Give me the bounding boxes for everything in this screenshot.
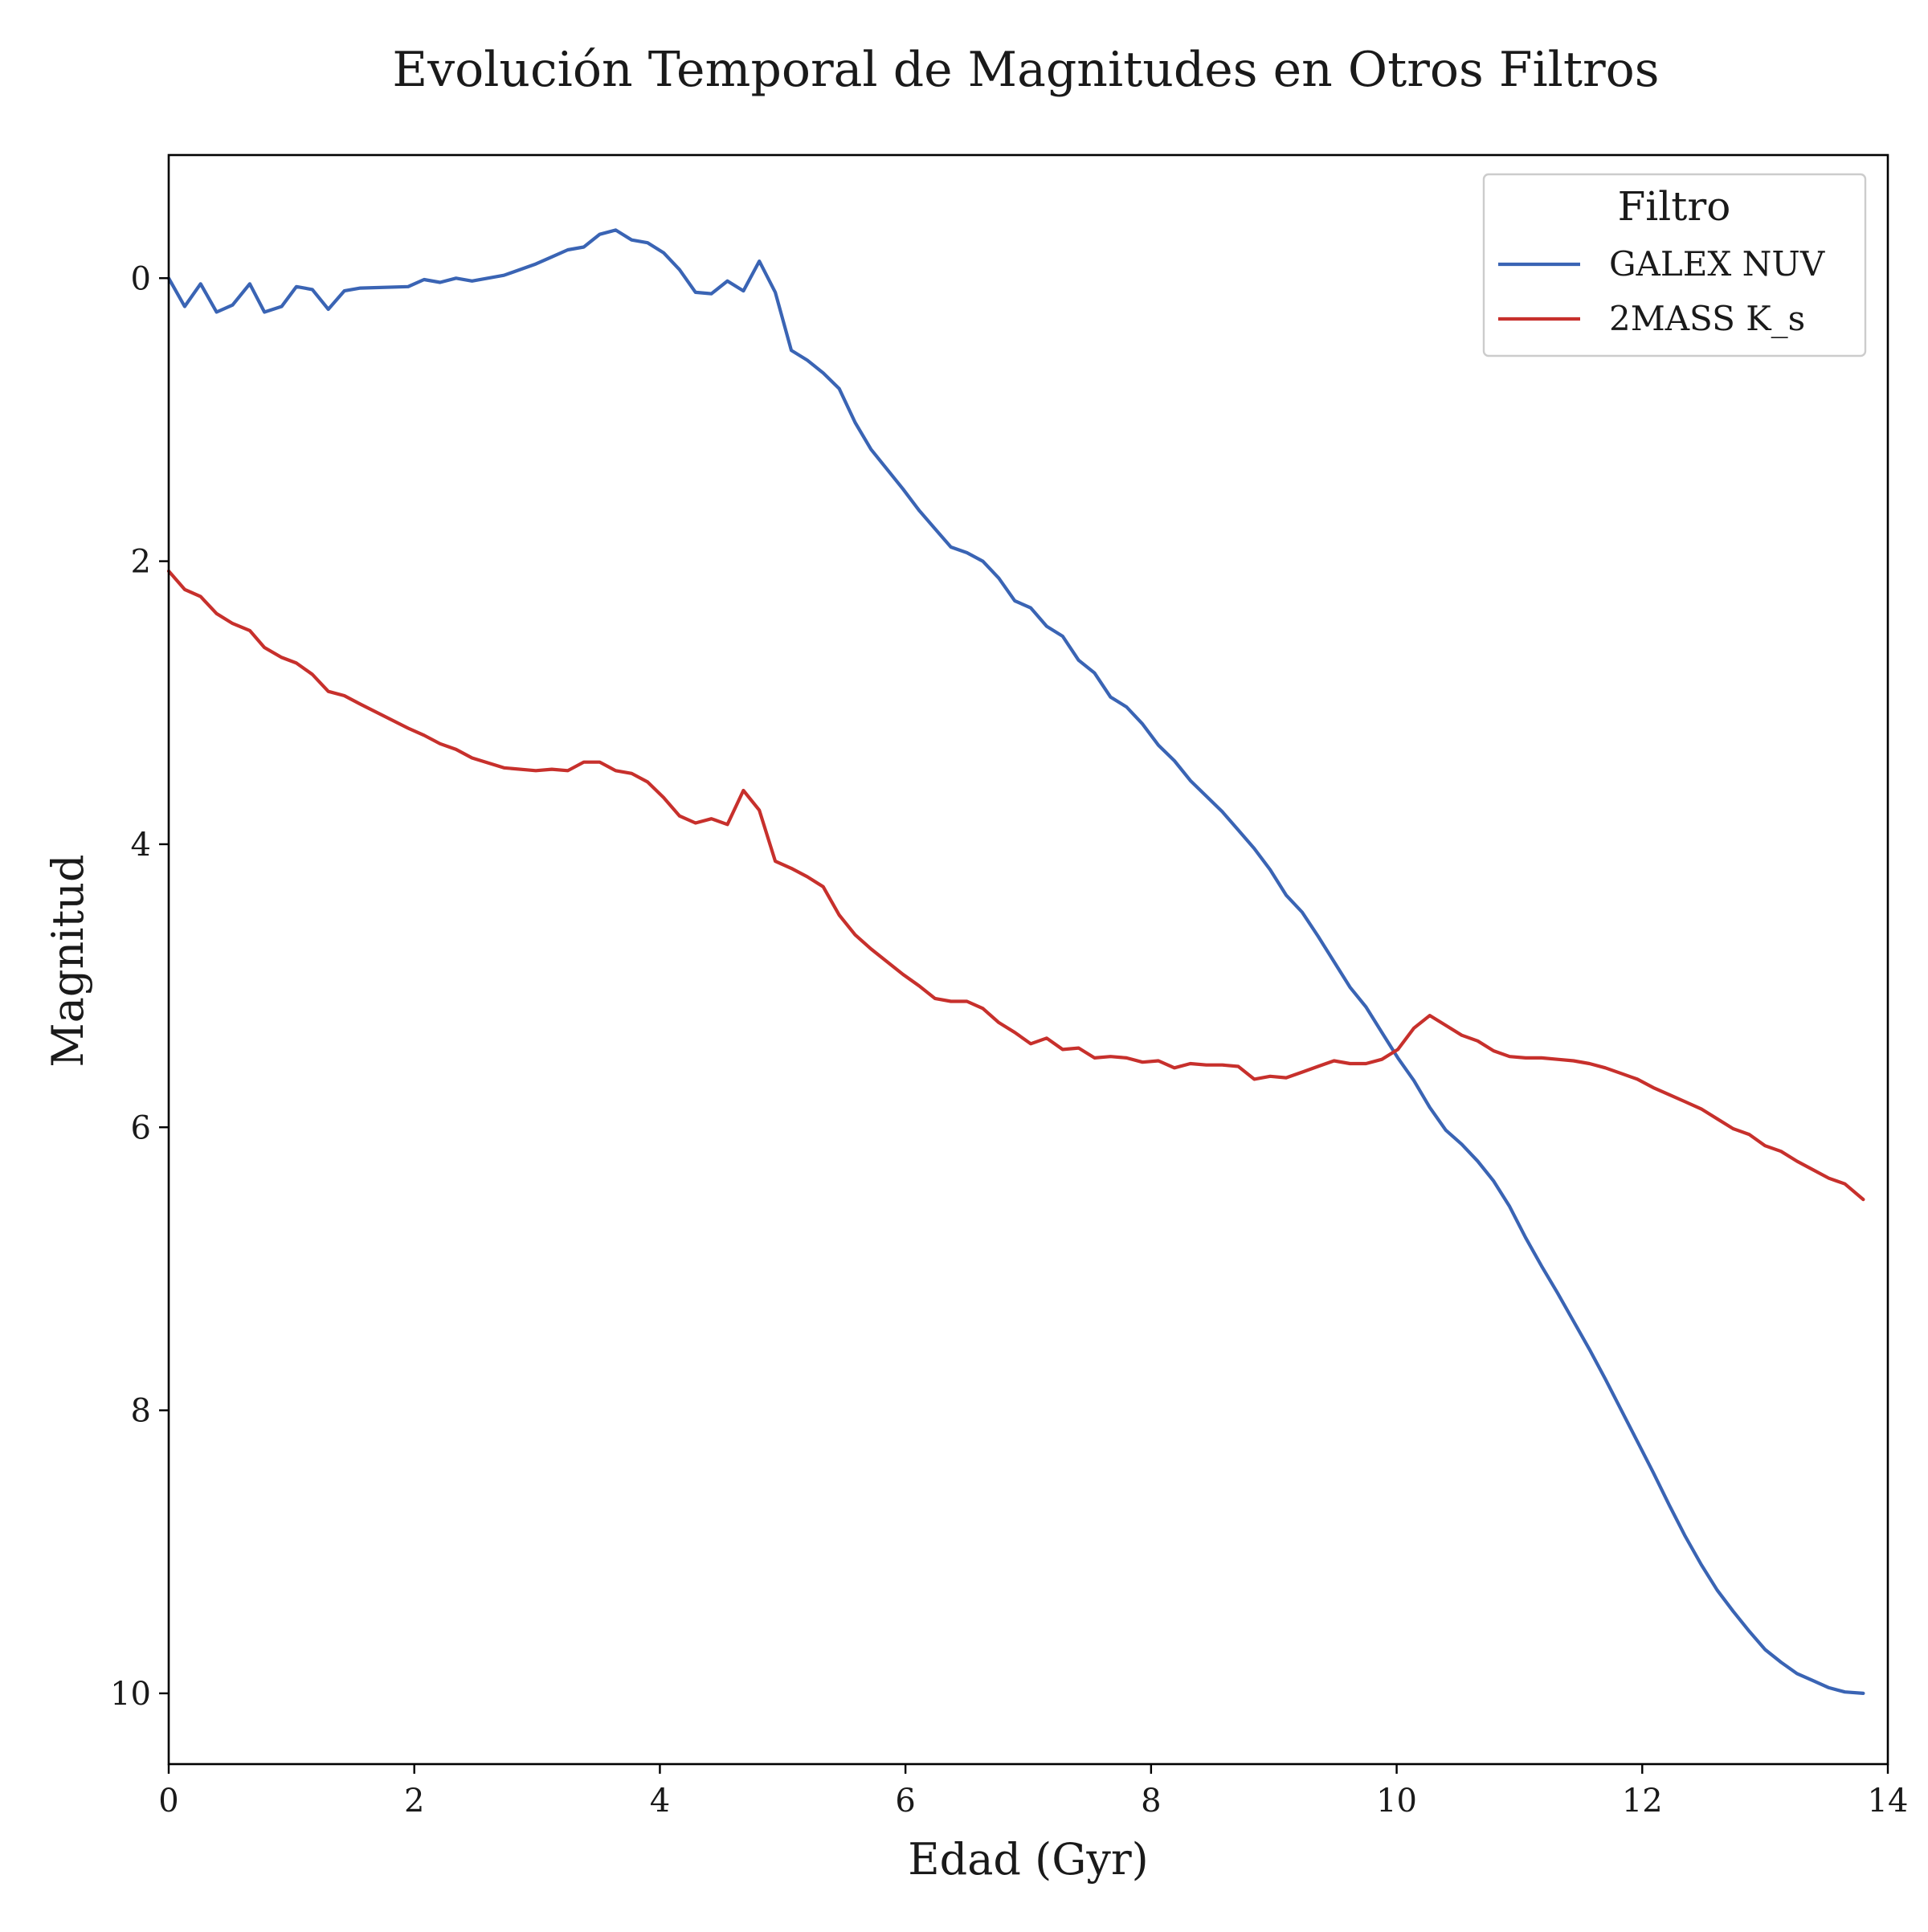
x-tick-label: 14 [1868, 1783, 1909, 1820]
x-tick-label: 12 [1622, 1783, 1663, 1820]
y-axis-label: Magnitud [43, 854, 93, 1067]
x-tick-label: 0 [158, 1783, 178, 1820]
legend-title: Filtro [1618, 183, 1731, 230]
legend: Filtro GALEX NUV 2MASS K_s [1482, 173, 1867, 357]
x-axis-label: Edad (Gyr) [908, 1834, 1149, 1885]
series-layer [166, 228, 1865, 1695]
x-tick-label: 8 [1141, 1783, 1161, 1820]
y-tick-label: 0 [131, 260, 151, 297]
series-line-2mass-k-s [166, 569, 1865, 1202]
x-tick-label: 6 [895, 1783, 915, 1820]
y-tick-label: 8 [131, 1393, 151, 1430]
x-tick-label: 4 [650, 1783, 670, 1820]
x-tick-label: 2 [404, 1783, 424, 1820]
chart-title: Evolución Temporal de Magnitudes en Otro… [392, 42, 1659, 98]
y-tick-label: 4 [131, 827, 151, 864]
y-tick-label: 2 [131, 544, 151, 581]
x-axis: 0 2 4 6 8 10 12 14 [158, 1764, 1908, 1820]
y-tick-label: 10 [110, 1676, 151, 1713]
y-tick-label: 6 [131, 1109, 151, 1146]
legend-box [1482, 173, 1867, 357]
x-tick-label: 10 [1376, 1783, 1417, 1820]
legend-label-2mass-ks: 2MASS K_s [1609, 299, 1805, 338]
legend-label-galex-nuv: GALEX NUV [1609, 244, 1825, 284]
plot-area-frame [167, 153, 1889, 1766]
y-axis: 0 2 4 6 8 10 [110, 260, 169, 1713]
series-line-galex-nuv [166, 228, 1865, 1695]
